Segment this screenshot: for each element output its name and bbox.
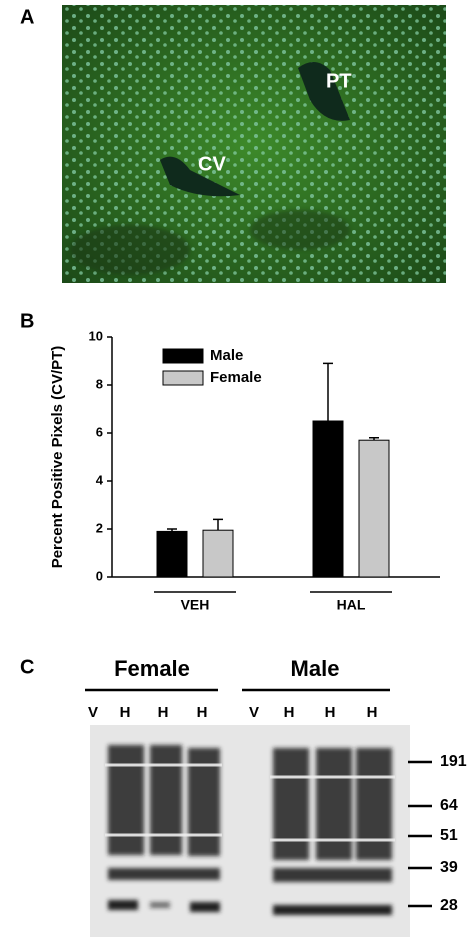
lane-label: H: [325, 704, 336, 721]
marker-label: 51: [440, 827, 458, 844]
y-tick-label: 4: [96, 472, 104, 487]
panel-label: A: [20, 6, 34, 28]
error-bar: [213, 518, 223, 531]
lane-label: H: [367, 704, 378, 721]
panel-label: C: [20, 656, 34, 678]
error-bar: [369, 437, 379, 441]
image-label: PT: [326, 70, 352, 92]
bar: [202, 529, 234, 578]
y-tick-label: 10: [89, 328, 103, 343]
marker-label: 64: [440, 797, 458, 814]
x-tick-label: HAL: [337, 597, 366, 613]
legend-swatch: [162, 348, 204, 364]
bar: [358, 439, 390, 578]
image-label: CV: [198, 153, 226, 175]
legend-label: Female: [210, 369, 262, 386]
error-bar: [323, 362, 333, 421]
lane-label: H: [284, 704, 295, 721]
lane-label: H: [197, 704, 208, 721]
lane-label: H: [120, 704, 131, 721]
group-label: Male: [291, 656, 340, 681]
lane-label: V: [249, 704, 259, 721]
y-axis-title: Percent Positive Pixels (CV/PT): [49, 346, 66, 569]
blot: [85, 688, 432, 937]
legend-label: Male: [210, 347, 243, 364]
marker-label: 39: [440, 859, 458, 876]
error-bar: [167, 528, 177, 532]
panel-label: B: [20, 310, 34, 332]
group-label: Female: [114, 656, 190, 681]
y-tick-label: 0: [96, 568, 103, 583]
y-tick-label: 6: [96, 424, 103, 439]
lane-label: V: [88, 704, 98, 721]
bar: [312, 420, 344, 578]
lane-label: H: [158, 704, 169, 721]
y-tick-label: 8: [96, 376, 103, 391]
x-tick-label: VEH: [181, 597, 210, 613]
bar-chart: 0 2 4 6 8 10 Percent Positive Pixels (CV/PT) VE…: [49, 328, 440, 613]
marker-label: 191: [440, 753, 467, 770]
y-tick-label: 2: [96, 520, 103, 535]
legend-swatch: [162, 370, 204, 386]
marker-label: 28: [440, 897, 458, 914]
marker-labels: 191 64 51 39 28: [440, 753, 467, 914]
micrograph: CV PT: [62, 5, 446, 283]
bar: [156, 530, 188, 578]
